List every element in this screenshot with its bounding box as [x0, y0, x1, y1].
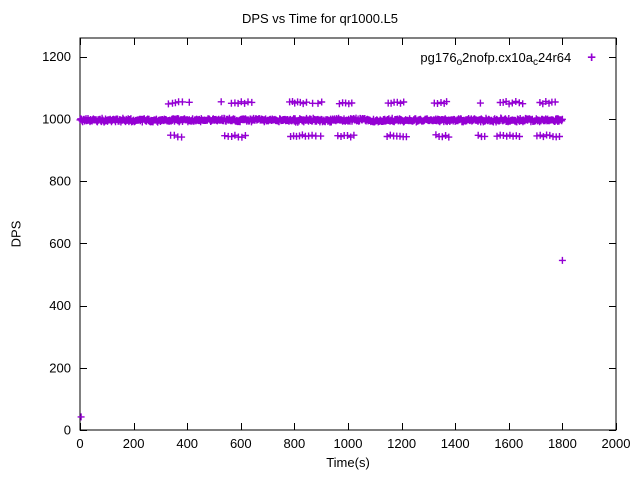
data-points [76, 98, 566, 421]
chart-title: DPS vs Time for qr1000.L5 [241, 11, 399, 26]
y-tick-label: 800 [49, 174, 71, 189]
legend-label-part: pg176 [420, 50, 457, 65]
legend-label-part: 2nofp.cx10a [462, 50, 533, 65]
legend-series-label: pg176o2nofp.cx10ac24r64 [420, 50, 572, 68]
legend-label-part: c [532, 57, 538, 68]
x-tick-label: 200 [123, 436, 145, 451]
x-tick-label: 800 [284, 436, 306, 451]
x-tick-label: 2000 [602, 436, 631, 451]
x-tick-label: 1400 [441, 436, 470, 451]
plus-marker-icon: + [587, 49, 596, 66]
y-tick-label: 0 [64, 423, 71, 438]
y-tick-label: 600 [49, 236, 71, 251]
x-tick-label: 400 [176, 436, 198, 451]
x-tick-label: 600 [230, 436, 252, 451]
x-tick-label: 0 [76, 436, 83, 451]
x-tick-label: 1000 [334, 436, 363, 451]
x-tick-label: 1800 [548, 436, 577, 451]
y-tick-label: 1000 [42, 111, 71, 126]
y-tick-label: 1200 [42, 49, 71, 64]
y-tick-label: 200 [49, 360, 71, 375]
y-tick-label: 400 [49, 298, 71, 313]
legend-label-part: 24r64 [537, 50, 572, 65]
legend-label-part: o [456, 57, 463, 68]
x-tick-label: 1600 [494, 436, 523, 451]
plot-border [79, 37, 617, 431]
legend: pg176o2nofp.cx10ac24r64 + [420, 49, 596, 68]
axis-ticks [80, 38, 617, 431]
x-tick-label: 1200 [387, 436, 416, 451]
x-axis-label: Time(s) [326, 455, 370, 470]
